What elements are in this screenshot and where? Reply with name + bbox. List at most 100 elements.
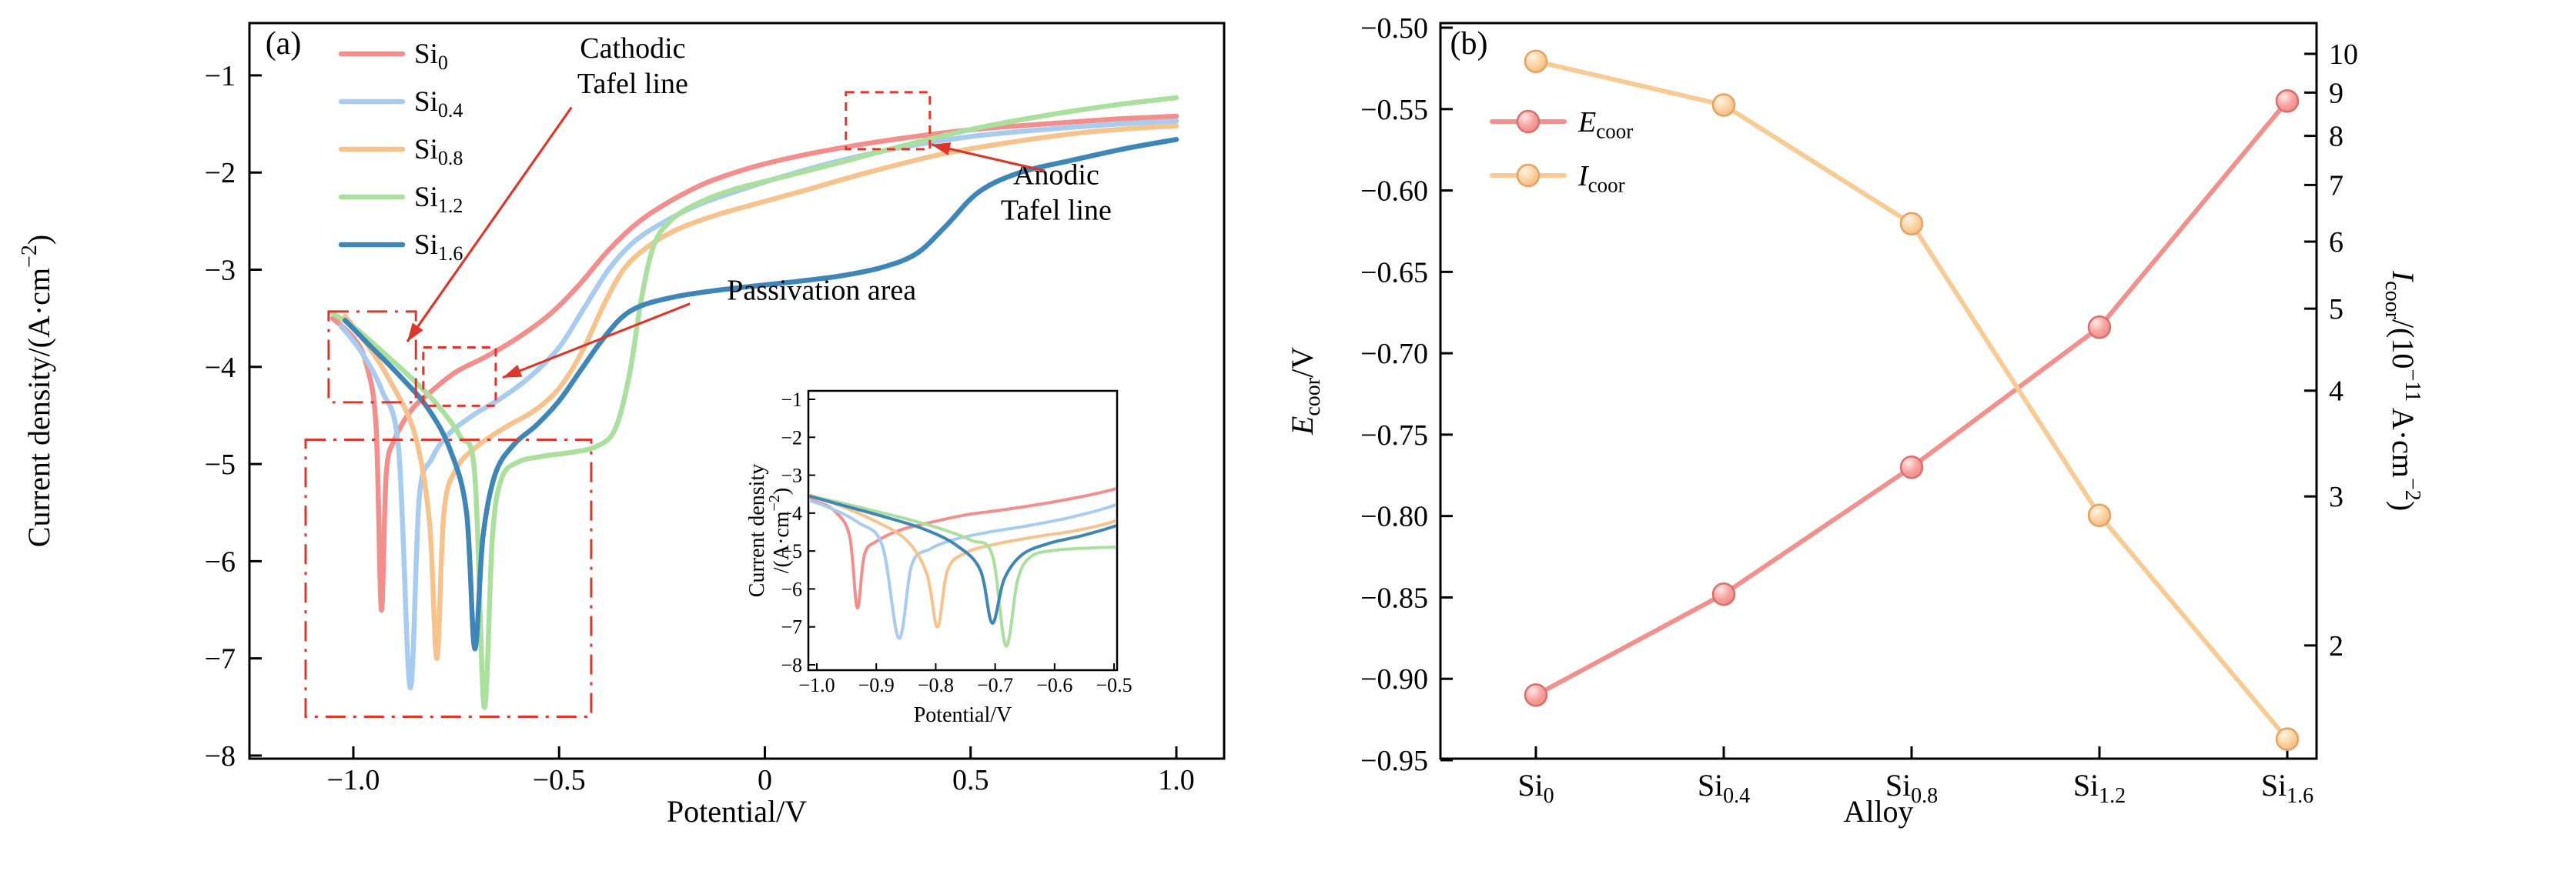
- y-tick-label: −2: [205, 157, 236, 189]
- category-label: Si0: [1517, 768, 1554, 808]
- y-tick-label: −1: [205, 60, 236, 92]
- right-tick-label: 10: [2329, 38, 2358, 71]
- inset-x-tick-label: −0.9: [858, 674, 895, 696]
- series-line-I_coor: [1534, 58, 2290, 742]
- panel-b-frame: [1439, 22, 2318, 760]
- passivation-area-box: [422, 346, 497, 407]
- inset-series: [809, 487, 1116, 648]
- inset-y-tick-label: −8: [781, 654, 802, 676]
- right-tick-label: 7: [2329, 169, 2343, 202]
- left-tick-label: −0.60: [1360, 175, 1428, 208]
- cathodic-arrow: [406, 106, 573, 342]
- inset-curve-Si0_4: [809, 499, 1116, 640]
- panel-a-x-axis-label: Potential/V: [667, 794, 807, 829]
- legend-label-E_coor: Ecoor: [1577, 106, 1633, 142]
- left-tick-label: −0.55: [1360, 94, 1428, 126]
- right-tick-label: 8: [2329, 121, 2343, 153]
- data-point-E_coor: [1899, 455, 1924, 479]
- curve-Si0_8: [343, 123, 1179, 661]
- panel-b-x-axis-label: Alloy: [1843, 794, 1913, 829]
- x-tick-label: −0.5: [533, 764, 586, 796]
- x-tick-label: 0: [758, 764, 772, 796]
- data-point-I_coor: [2275, 727, 2300, 751]
- x-tick-label: 0.5: [952, 764, 989, 796]
- x-tick-label: 1.0: [1158, 764, 1195, 796]
- inset-y-tick-label: −2: [781, 426, 802, 449]
- inset-curve-Si0: [809, 487, 1116, 610]
- panel-b-tag: (b): [1450, 26, 1488, 62]
- panel-a: −1.0 −0.5 0 0.5 1.0 −1 −2 −3 −4 −5 −6 −7 −8 Potential…: [18, 22, 1226, 829]
- inset-curve-Si1_6: [809, 494, 1116, 625]
- data-point-I_coor: [2087, 503, 2112, 527]
- inset-y-tick-label: −3: [781, 465, 802, 487]
- inset-x-tick-label: −0.5: [1096, 674, 1132, 696]
- left-tick-label: −0.95: [1360, 745, 1428, 777]
- inset-y-axis-label: Current density: [745, 464, 769, 597]
- curve-Si1_6: [343, 137, 1179, 652]
- panel-a-inset: −1.0 −0.9 −0.8 −0.7 −0.6 −0.5 −1 −2 −3 −4 −5 −6 −7 −8…: [738, 365, 1132, 729]
- category-label: Si1.2: [2073, 768, 2126, 808]
- anodic-tafel-label: Tafel line: [1001, 194, 1112, 226]
- data-point-E_coor: [1524, 683, 1548, 707]
- right-tick-label: 5: [2329, 293, 2343, 325]
- y-tick-label: −8: [205, 740, 236, 773]
- data-point-E_coor: [2087, 315, 2112, 339]
- panel-a-legend: Si0 Si0.4 Si0.8 Si1.2 Si1.6: [338, 38, 463, 265]
- curve-Si0: [330, 113, 1179, 612]
- panel-a-series: [330, 95, 1179, 710]
- cathodic-tafel-label: Tafel line: [577, 68, 688, 100]
- left-tick-label: −0.85: [1360, 582, 1428, 614]
- inset-x-tick-label: −0.6: [1036, 674, 1072, 696]
- y-tick-label: −3: [205, 255, 236, 287]
- legend-label-Si1_2: Si1.2: [414, 182, 463, 217]
- data-point-I_coor: [1711, 93, 1736, 117]
- data-point-E_coor: [1711, 582, 1736, 606]
- inset-curve-Si1_2: [809, 494, 1116, 648]
- left-tick-label: −0.75: [1360, 419, 1428, 452]
- legend-marker-I_coor: [1516, 163, 1541, 188]
- left-tick-label: −0.65: [1360, 256, 1428, 289]
- cathodic-tafel-box: [327, 310, 417, 404]
- inset-x-tick-label: −0.7: [977, 674, 1013, 696]
- category-label: Si0.4: [1698, 768, 1750, 808]
- inset-frame: [807, 389, 1119, 672]
- inset-y-tick-label: −7: [781, 616, 802, 639]
- inset-x-tick-label: −0.8: [918, 674, 954, 696]
- inset-y-tick-label: −5: [781, 540, 802, 562]
- data-point-I_coor: [1524, 49, 1548, 73]
- category-label: Si1.6: [2261, 768, 2313, 808]
- panel-b-right-axis-label: Icoor/(10−11 A·cm−2): [2380, 270, 2424, 511]
- panel-b: −0.50 −0.55 −0.60 −0.65 −0.70 −0.75 −0.80 −0.85…: [1285, 12, 2424, 829]
- curve-Si1_2: [330, 95, 1179, 710]
- panel-a-frame: [248, 22, 1226, 760]
- legend-label-Si0: Si0: [414, 38, 448, 74]
- inset-y-axis-label: /(A·cm−2): [766, 488, 794, 573]
- left-tick-label: −0.50: [1360, 12, 1428, 45]
- data-point-I_coor: [1899, 212, 1924, 235]
- category-label: Si0.8: [1885, 768, 1938, 808]
- x-tick-label: −1.0: [326, 764, 380, 796]
- right-tick-label: 2: [2329, 630, 2343, 662]
- right-tick-label: 9: [2329, 77, 2343, 109]
- inset-x-axis-label: Potential/V: [914, 703, 1012, 727]
- data-point-E_coor: [2275, 88, 2300, 113]
- inset-x-tick-label: −1.0: [798, 674, 835, 696]
- right-tick-label: 3: [2329, 481, 2343, 513]
- left-tick-label: −0.90: [1360, 663, 1428, 696]
- panel-b-left-axis-label: Ecoor/V: [1285, 347, 1325, 436]
- y-tick-label: −7: [205, 643, 236, 676]
- legend-label-Si0_8: Si0.8: [414, 134, 463, 169]
- right-tick-label: 6: [2329, 226, 2343, 259]
- panel-a-tag: (a): [266, 26, 302, 62]
- cathodic-tafel-label: Cathodic: [580, 32, 685, 65]
- legend-label-Si0_4: Si0.4: [414, 86, 463, 122]
- y-tick-label: −6: [205, 546, 236, 578]
- anodic-tafel-label: Anodic: [1013, 159, 1099, 191]
- passivation-area-label: Passivation area: [727, 275, 916, 307]
- left-tick-label: −0.80: [1360, 501, 1428, 533]
- inset-curve-Si0_8: [809, 492, 1116, 629]
- legend-marker-E_coor: [1516, 109, 1541, 134]
